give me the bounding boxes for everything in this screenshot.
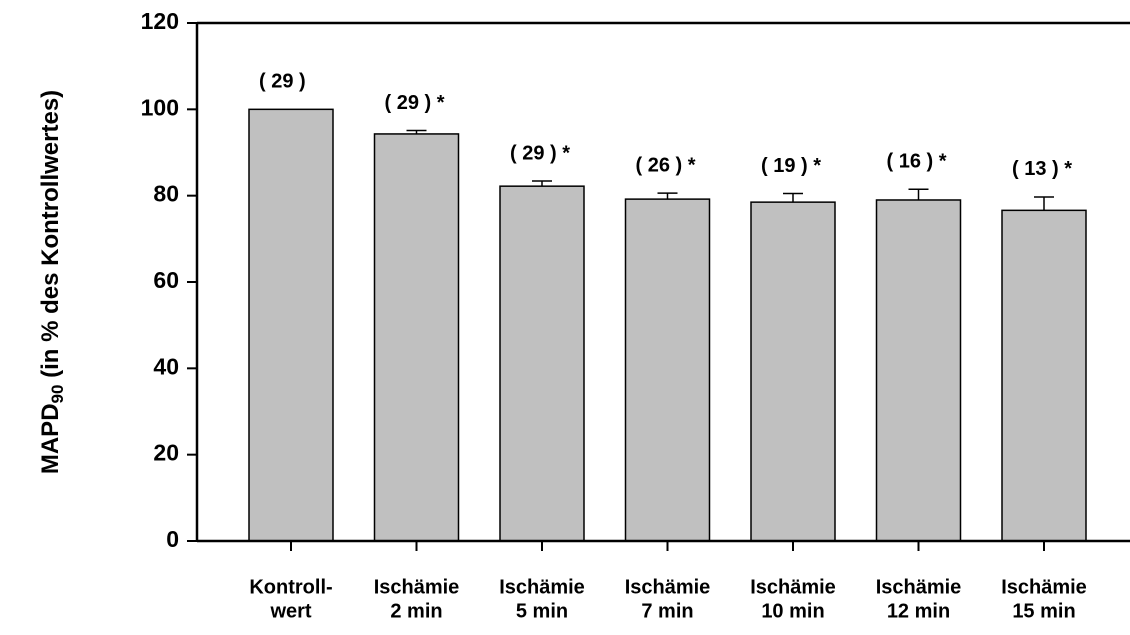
x-tick-label: Ischämie bbox=[876, 576, 962, 598]
bar bbox=[499, 185, 585, 542]
y-tick-label: 120 bbox=[141, 8, 179, 34]
x-tick-label: wert bbox=[269, 600, 311, 622]
x-tick-label: Ischämie bbox=[1001, 576, 1087, 598]
bar bbox=[624, 198, 711, 542]
y-tick-label: 100 bbox=[141, 94, 179, 120]
y-tick-label: 80 bbox=[153, 181, 179, 207]
bar bbox=[875, 199, 962, 542]
bar-annotation: ( 26 ) * bbox=[636, 154, 696, 176]
bar-annotation: ( 19 ) * bbox=[761, 155, 821, 177]
bar-annotation: ( 13 ) * bbox=[1012, 158, 1072, 180]
y-label-sub: 90 bbox=[48, 385, 67, 404]
x-tick-label: Ischämie bbox=[625, 576, 711, 598]
x-tick-label: Kontroll- bbox=[249, 576, 332, 598]
y-tick-label: 0 bbox=[166, 526, 179, 552]
y-label-rest: (in % des Kontrollwertes) bbox=[37, 90, 64, 385]
x-tick-label: 12 min bbox=[887, 600, 950, 622]
x-tick-label: 15 min bbox=[1012, 600, 1075, 622]
y-tick-label: 60 bbox=[153, 267, 179, 293]
bar bbox=[750, 201, 836, 542]
x-tick-label: 10 min bbox=[761, 600, 824, 622]
x-tick-label: 7 min bbox=[641, 600, 693, 622]
y-label-main: MAPD bbox=[37, 403, 64, 474]
bar bbox=[1001, 209, 1087, 542]
bar-annotation: ( 29 ) * bbox=[510, 142, 570, 164]
bar-annotation: ( 16 ) * bbox=[887, 150, 947, 172]
x-tick-label: Ischämie bbox=[374, 576, 460, 598]
bar-annotation: ( 29 ) * bbox=[385, 92, 445, 114]
bar bbox=[373, 133, 460, 542]
bar bbox=[248, 108, 334, 542]
y-tick-label: 20 bbox=[153, 440, 179, 466]
bar-annotation: ( 29 ) bbox=[259, 71, 306, 93]
x-tick-label: 2 min bbox=[390, 600, 442, 622]
x-tick-label: Ischämie bbox=[499, 576, 585, 598]
x-tick-label: 5 min bbox=[516, 600, 568, 622]
x-tick-label: Ischämie bbox=[750, 576, 836, 598]
y-axis-label: MAPD90 (in % des Kontrollwertes) bbox=[37, 90, 67, 474]
y-tick-label: 40 bbox=[153, 353, 179, 379]
